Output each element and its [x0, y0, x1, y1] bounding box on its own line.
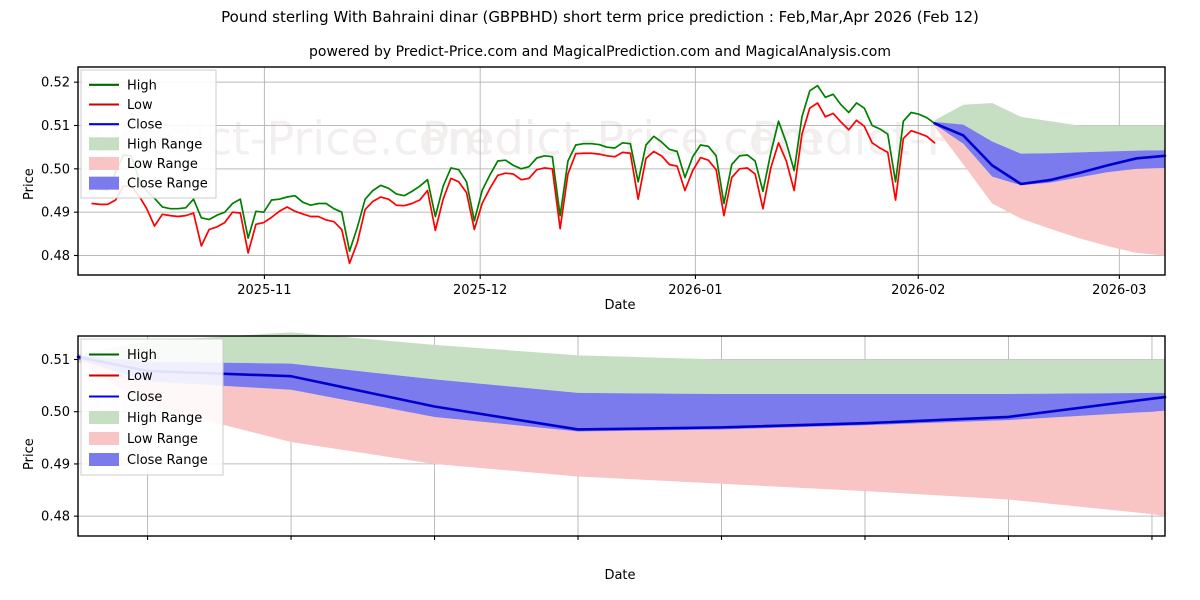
y-tick-label: 0.50: [41, 405, 70, 420]
y-tick-label: 0.48: [41, 249, 70, 264]
y-tick-label: 0.51: [41, 353, 70, 368]
legend-label-2: Close: [127, 118, 162, 133]
legend-label-1: Low: [127, 98, 153, 113]
high-range-band: [934, 102, 1165, 154]
y-tick-label: 0.51: [41, 119, 70, 134]
legend-swatch-patch-4: [89, 432, 119, 445]
low-range-band: [934, 125, 1165, 256]
x-tick-label: 2025-11: [237, 283, 291, 298]
x-tick-label: 2026-03: [1092, 283, 1146, 298]
legend-box: [80, 338, 224, 476]
high-range-band: [78, 332, 1165, 394]
legend-label-5: Close Range: [127, 177, 208, 192]
x-tick-label: 2026-02-21: [397, 544, 473, 545]
x-tick-label: 2026-02-17: [253, 544, 329, 545]
x-tick-label: 2026-03-01: [684, 544, 760, 545]
overview-y-axis-label: Price: [22, 168, 37, 200]
overview-chart: Predict-Price.comPredict-Price.comPredic…: [0, 60, 1200, 310]
page-title: Pound sterling With Bahraini dinar (GBPB…: [221, 8, 979, 26]
legend-label-3: High Range: [127, 137, 202, 152]
x-tick-label: 2026-03-05: [827, 544, 903, 545]
legend-label-4: Low Range: [127, 157, 198, 172]
low-line: [91, 102, 936, 265]
close-range-band: [934, 122, 1165, 186]
y-tick-label: 0.49: [41, 206, 70, 221]
low-range-band: [78, 359, 1165, 517]
y-tick-label: 0.49: [41, 457, 70, 472]
legend-swatch-patch-5: [89, 176, 119, 190]
y-tick-label: 0.50: [41, 162, 70, 177]
close-line: [933, 122, 1167, 186]
legend-label-0: High: [127, 348, 157, 363]
forecast-zoom-chart: Predict-Price.comPredict-Price.comPredic…: [0, 330, 1200, 545]
legend-label-0: High: [127, 78, 157, 93]
plot-border: [77, 66, 1166, 276]
legend: High Low Close High Range Low Range Close Ran…: [80, 69, 217, 199]
watermark-text: Predict-Price.com: [421, 111, 821, 165]
close-range-band: [78, 355, 1165, 432]
overview-chart-svg: Predict-Price.comPredict-Price.comPredic…: [41, 66, 1167, 298]
legend-label-5: Close Range: [127, 453, 208, 468]
legend-swatch-patch-3: [89, 411, 119, 424]
zoom-x-axis-label: Date: [604, 568, 636, 583]
legend-swatch-patch-5: [89, 453, 119, 466]
page-subtitle: powered by Predict-Price.com and Magical…: [309, 44, 891, 60]
legend-label-4: Low Range: [127, 432, 198, 447]
x-tick-label: 2026-03-09: [971, 544, 1047, 545]
legend-label-2: Close: [127, 390, 162, 405]
x-tick-label: 2026-02: [891, 283, 945, 298]
overview-x-axis-label: Date: [604, 298, 636, 313]
legend: High Low Close High Range Low Range Close Ran…: [80, 338, 224, 476]
high-line: [91, 84, 936, 253]
x-tick-label: 2026-02-13: [110, 544, 186, 545]
legend-label-3: High Range: [127, 411, 202, 426]
plot-border: [77, 335, 1166, 537]
y-tick-label: 0.52: [41, 76, 70, 91]
legend-swatch-patch-3: [89, 137, 119, 151]
x-tick-label: 2025-12: [453, 283, 507, 298]
legend-label-1: Low: [127, 369, 153, 384]
x-tick-label: 2026-02-25: [540, 544, 616, 545]
y-tick-label: 0.48: [41, 510, 70, 525]
zoom-y-axis-label: Price: [22, 438, 37, 470]
x-tick-label: 2026-01: [668, 283, 722, 298]
x-tick-label: 2026-03-13: [1114, 544, 1190, 545]
forecast-zoom-chart-svg: Predict-Price.comPredict-Price.comPredic…: [41, 332, 1190, 545]
legend-swatch-patch-4: [89, 157, 119, 170]
